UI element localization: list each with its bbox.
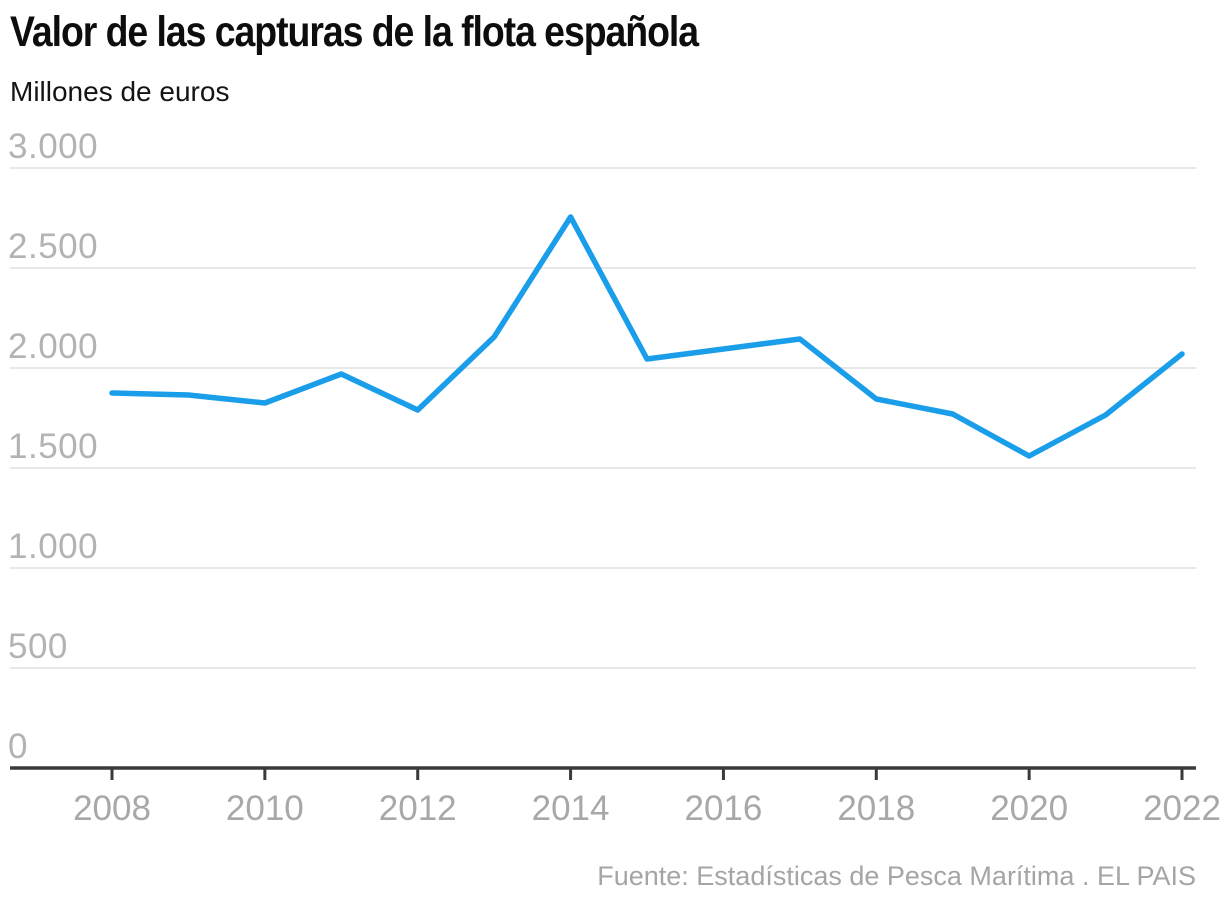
x-axis-tick-label: 2022 [1143, 789, 1220, 828]
y-axis-tick-label: 2.000 [8, 327, 98, 366]
chart-subtitle: Millones de euros [10, 76, 230, 107]
y-axis-tick-label: 1.000 [8, 527, 98, 566]
x-axis-tick-label: 2020 [990, 789, 1068, 828]
x-axis-tick-label: 2016 [684, 789, 762, 828]
y-axis-tick-label: 1.500 [8, 427, 98, 466]
y-axis-tick-label: 3.000 [8, 127, 98, 166]
y-axis-tick-label: 0 [8, 727, 28, 766]
y-axis-tick-label: 500 [8, 627, 68, 666]
x-axis-tick-label: 2008 [73, 789, 151, 828]
x-axis-tick-label: 2012 [379, 789, 457, 828]
source-credit: Fuente: Estadísticas de Pesca Marítima .… [597, 861, 1196, 891]
x-axis-tick-label: 2018 [837, 789, 915, 828]
chart-title: Valor de las capturas de la flota españo… [10, 8, 699, 56]
data-series-line [109, 214, 1185, 459]
x-axis-tick-label: 2014 [532, 789, 610, 828]
x-axis-tick-label: 2010 [226, 789, 304, 828]
y-axis-tick-label: 2.500 [8, 227, 98, 266]
